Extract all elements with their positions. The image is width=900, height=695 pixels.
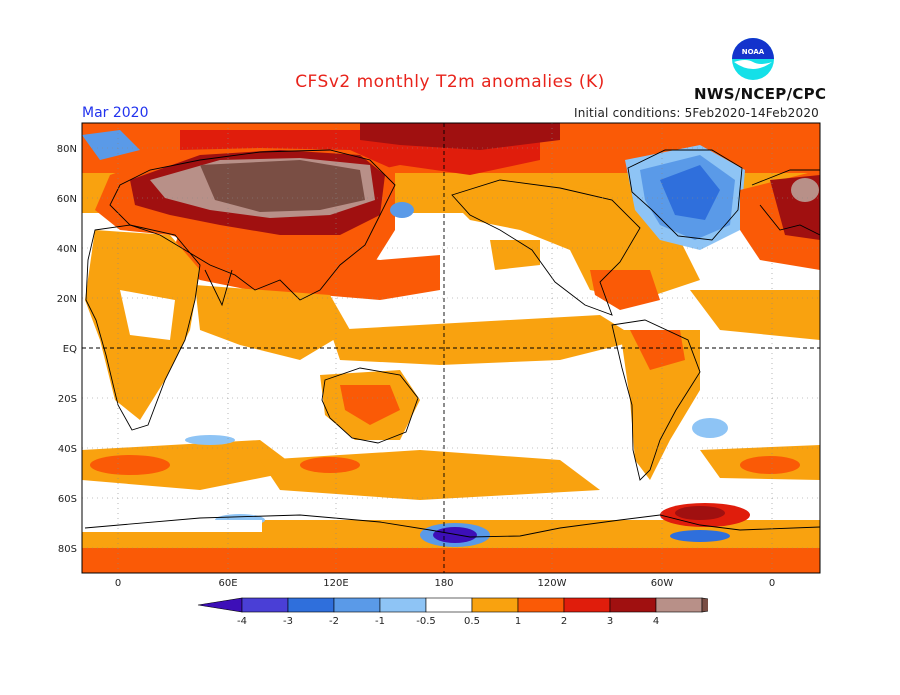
colorbar-tick-label: -4: [237, 616, 247, 627]
lon-label: 120E: [323, 578, 348, 589]
lat-label: 60N: [57, 194, 77, 205]
lon-label: 0: [769, 578, 775, 589]
colorbar-tick-label: 2: [561, 616, 567, 627]
initial-conditions-label: Initial conditions: 5Feb2020-14Feb2020: [573, 106, 819, 120]
forecast-month: Mar 2020: [82, 105, 149, 121]
agency-label: NWS/NCEP/CPC: [694, 85, 827, 103]
lon-label: 60W: [651, 578, 674, 589]
colorbar-tick-label: 3: [607, 616, 613, 627]
colorbar-tick-label: -2: [329, 616, 339, 627]
colorbar-tick-label: 1: [515, 616, 521, 627]
colorbar-swatch: [241, 597, 289, 613]
lon-label: 180: [434, 578, 453, 589]
colorbar-swatch: [333, 597, 381, 613]
lat-label: 40N: [57, 244, 77, 255]
colorbar-swatch: [563, 597, 611, 613]
colorbar-tick-label: -3: [283, 616, 293, 627]
lat-label: 20S: [58, 394, 77, 405]
colorbar-swatch: [379, 597, 427, 613]
colorbar-legend: -4 -3 -2 -1 -0.5 0.5 1 2 3 4: [197, 597, 708, 627]
colorbar-swatch: [517, 597, 565, 613]
lat-label: 80N: [57, 144, 77, 155]
colorbar-swatch: [471, 597, 519, 613]
colorbar-swatch: [425, 597, 473, 613]
coastlines: [84, 149, 820, 538]
lon-label: 60E: [218, 578, 237, 589]
colorbar-swatch: [655, 597, 703, 613]
lat-label: 80S: [58, 544, 77, 555]
colorbar-min-arrow: [197, 597, 243, 613]
lat-label: EQ: [63, 344, 77, 355]
colorbar-tick-label: 4: [653, 616, 659, 627]
anomaly-map: 80N 60N 40N 20N EQ 20S 40S 60S 80S 0 60E…: [57, 122, 821, 589]
equator-dateline: [82, 123, 820, 573]
noaa-logo-icon: NOAA: [732, 38, 774, 80]
lon-label: 120W: [538, 578, 567, 589]
colorbar-swatch: [609, 597, 657, 613]
noaa-logo-text: NOAA: [742, 48, 765, 56]
colorbar-tick-label: -0.5: [416, 616, 436, 627]
map-frame: [81, 122, 821, 574]
lat-label: 60S: [58, 494, 77, 505]
longitude-labels: 0 60E 120E 180 120W 60W 0: [115, 578, 775, 589]
map-title: CFSv2 monthly T2m anomalies (K): [295, 72, 605, 92]
lat-label: 40S: [58, 444, 77, 455]
lat-label: 20N: [57, 294, 77, 305]
colorbar-swatch: [287, 597, 335, 613]
colorbar-tick-label: -1: [375, 616, 385, 627]
colorbar-tick-label: 0.5: [464, 616, 480, 627]
lon-label: 0: [115, 578, 121, 589]
anomaly-field: [82, 123, 820, 573]
latitude-labels: 80N 60N 40N 20N EQ 20S 40S 60S 80S: [57, 144, 77, 555]
colorbar-max-arrow: [701, 597, 708, 613]
